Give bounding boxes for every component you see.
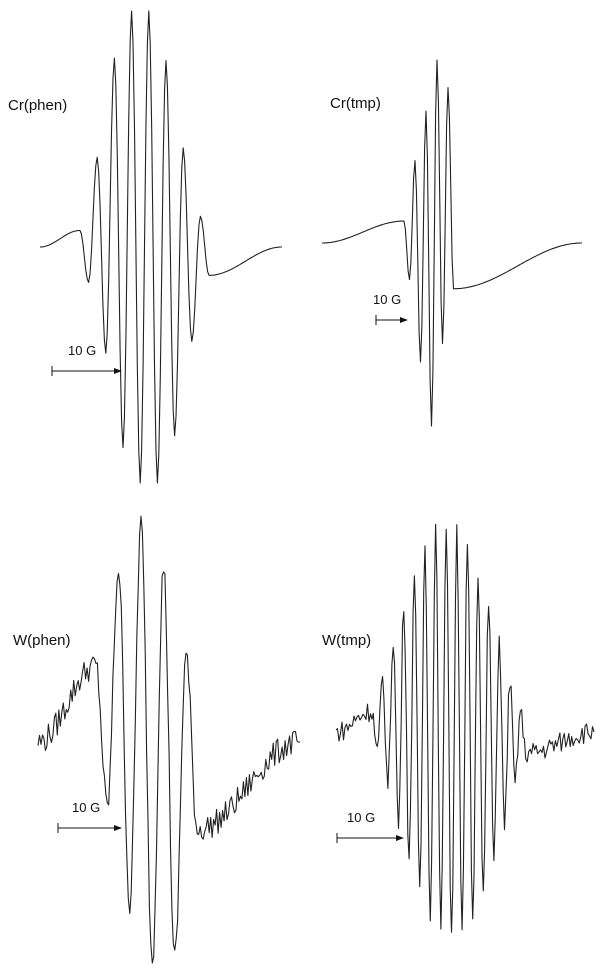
panel-w-phen: W(phen) 10 G: [13, 515, 301, 964]
arrow-icon: [114, 825, 122, 831]
scale-bar-w-phen: 10 G: [57, 800, 122, 833]
spectrum-trace-w-tmp: [335, 523, 595, 933]
scale-bar-label: 10 G: [68, 343, 96, 358]
panel-cr-tmp: Cr(tmp) 10 G: [322, 59, 582, 427]
scale-bar-label: 10 G: [72, 800, 100, 815]
panel-label-cr-phen: Cr(phen): [8, 97, 67, 114]
panel-label-cr-tmp: Cr(tmp): [330, 95, 381, 112]
scale-bar-w-tmp: 10 G: [336, 810, 404, 843]
scale-bar-label: 10 G: [347, 810, 375, 825]
scale-bar-cr-tmp: 10 G: [373, 292, 408, 325]
panel-label-w-tmp: W(tmp): [322, 632, 371, 649]
arrow-icon: [114, 368, 122, 374]
panel-cr-phen: Cr(phen) 10 G: [8, 10, 282, 484]
spectrum-trace-cr-tmp: [322, 59, 582, 427]
arrow-icon: [400, 317, 408, 323]
scale-bar-cr-phen: 10 G: [51, 343, 122, 376]
spectrum-trace-w-phen: [37, 515, 301, 964]
panel-w-tmp: W(tmp) 10 G: [322, 523, 595, 933]
panel-label-w-phen: W(phen): [13, 632, 71, 649]
spectrum-trace-cr-phen: [39, 10, 282, 484]
arrow-icon: [396, 835, 404, 841]
scale-bar-label: 10 G: [373, 292, 401, 307]
